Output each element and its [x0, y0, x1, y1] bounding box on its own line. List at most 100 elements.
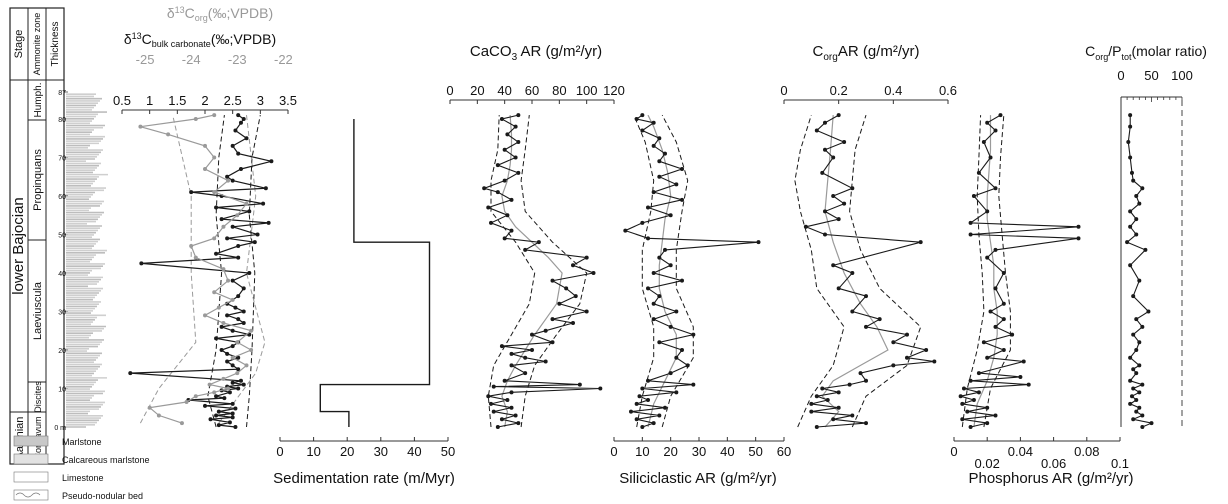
caco3-series-point [513, 124, 518, 129]
caco3-series-point [509, 405, 514, 410]
corg-series-point [820, 386, 825, 391]
d13c-series-org-point [193, 116, 198, 121]
d13c-org-tick-label: -24 [182, 52, 201, 67]
d13c-series-carb-point [219, 347, 224, 352]
corg-series-point [924, 347, 929, 352]
ratio-series-point [1129, 170, 1134, 175]
silic-series-point [668, 263, 673, 268]
caco3-series-point [509, 228, 514, 233]
d13c-series-org-point [230, 355, 235, 360]
corg-series-point [850, 413, 855, 418]
caco3-series-point [571, 321, 575, 326]
corg-series-point [850, 186, 855, 191]
ratio-series-point [1137, 405, 1142, 410]
phos-series-point [985, 209, 990, 214]
caco3-series-point [598, 386, 603, 391]
silic-series-point [657, 340, 662, 345]
silic-panel: 0 10 20 30 40 50 60 [610, 113, 791, 459]
corg-series-point [823, 232, 827, 237]
lithology-legend: Marlstone Calcareous marlstone Limestone… [13, 435, 150, 501]
phos-series-point [958, 394, 963, 399]
corg-series-point [864, 294, 868, 299]
caco3-series-point [516, 113, 521, 118]
caco3-tick-label: 0 [446, 83, 453, 98]
d13c-org-tick-label: -23 [228, 52, 247, 67]
strat-column: Stage Ammonite zone Thickness lower Bajo… [9, 7, 65, 465]
ratio-series-point [1134, 232, 1139, 237]
caco3-series-point [523, 247, 528, 252]
phos-panel: 0 0.02 0.04 0.06 0.08 0.1 [950, 113, 1129, 471]
ratio-series-point [1137, 363, 1142, 368]
ratio-series-point [1140, 382, 1145, 387]
silic-tick-label: 40 [720, 444, 734, 459]
thickness-tick-label: 40 [58, 271, 66, 278]
caco3-series-point [499, 116, 504, 121]
phos-series-point [988, 155, 993, 160]
corg-series-point [932, 359, 937, 364]
silic-series-point [651, 301, 656, 306]
corg-tick-label: 0.6 [939, 83, 957, 98]
thickness-tick-label: 20 [58, 348, 66, 355]
corg-series-point [918, 240, 923, 245]
caco3-series-point [543, 359, 548, 364]
d13c-series-carb-point [241, 321, 246, 326]
d13c-series-org-point [193, 394, 198, 399]
ratio-series-point [1128, 155, 1133, 160]
silic-series-point [651, 421, 656, 426]
phos-series-point [981, 140, 986, 145]
d13c-series-carb-point [214, 251, 219, 256]
phos-series-point [971, 398, 976, 403]
d13c-carb-tick-label: 0.5 [113, 93, 131, 108]
caco3-series-point [502, 378, 507, 383]
ratio-series-point [1125, 240, 1130, 245]
d13c-series-carb-point [261, 201, 266, 206]
corg-series-point [836, 113, 841, 118]
caco3-series-point [536, 240, 541, 245]
legend-label-limestone: Limestone [62, 473, 104, 483]
thickness-tick-label: 50 [58, 232, 66, 239]
phos-series-point [993, 286, 998, 291]
silic-series-point [691, 332, 696, 337]
d13c-series-carb-point [139, 261, 144, 266]
silic-series-point [646, 286, 650, 291]
ratio-series-point [1129, 394, 1134, 399]
corg-series-point [858, 371, 863, 376]
phos-series-point [985, 421, 990, 426]
d13c-series-org-point [249, 328, 254, 333]
d13c-carb-tick-label: 1.5 [168, 93, 186, 108]
d13c-series-carb [130, 114, 272, 428]
corg-series-point [831, 193, 836, 198]
silic-tick-label: 60 [777, 444, 791, 459]
d13c-series-org-point [249, 347, 254, 352]
d13c-carb-tick-label: 2 [201, 93, 208, 108]
silic-series-point [680, 278, 684, 283]
d13c-series-carb-point [241, 309, 246, 314]
phos-series-point [968, 378, 973, 383]
silic-series-point [674, 182, 679, 187]
stage-lower-bajocian: lower Bajocian [10, 197, 27, 295]
ratio-series-point [1131, 417, 1136, 422]
phos-series-point [981, 340, 986, 345]
d13c-series-carb-point [238, 167, 243, 172]
d13c-series-carb-point [238, 120, 243, 125]
caco3-series-point [502, 147, 507, 152]
silic-series-point [640, 128, 645, 133]
legend-swatch-marlstone [13, 435, 49, 447]
d13c-series-org-point [203, 313, 207, 318]
d13c-series-carb-point [266, 220, 271, 225]
phos-series-point [1001, 270, 1006, 275]
phos-series-point [1001, 347, 1006, 352]
silic-series-point [646, 205, 650, 210]
phos-series-point [961, 386, 966, 391]
phos-series-point [1010, 332, 1015, 337]
silic-series-point [657, 136, 662, 141]
legend-swatch-calcmarl [13, 453, 49, 465]
ratio-series-point [1128, 263, 1133, 268]
d13c-carb-title: δ13Cbulk carbonate(‰;VPDB) [124, 31, 276, 49]
silic-series-point [657, 294, 662, 299]
corg-series-point [814, 394, 819, 399]
ratio-title: Corg/Ptot(molar ratio) [1085, 43, 1207, 62]
corg-series-point [905, 355, 909, 360]
d13c-series-org-point [212, 290, 217, 295]
caco3-tick-label: 40 [497, 83, 511, 98]
